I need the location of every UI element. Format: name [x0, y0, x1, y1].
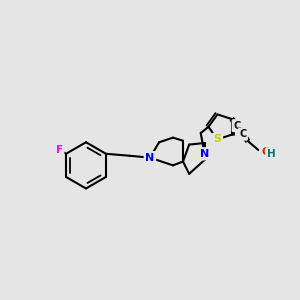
Text: H: H [267, 149, 275, 159]
Text: N: N [200, 149, 209, 159]
Text: S: S [214, 134, 221, 144]
Text: C: C [233, 121, 240, 130]
Text: C: C [239, 129, 247, 139]
Text: F: F [56, 145, 63, 155]
Text: N: N [145, 153, 154, 163]
Text: O: O [261, 146, 271, 157]
